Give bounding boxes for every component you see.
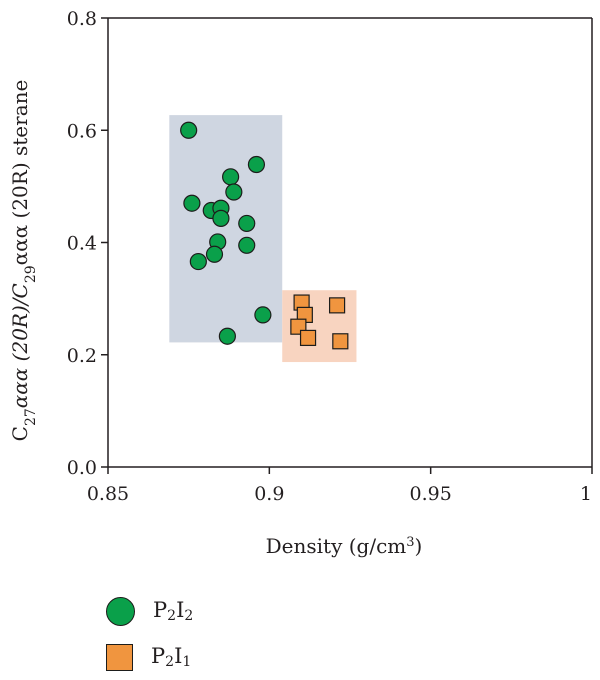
x-tick-label: 0.95 — [410, 483, 452, 505]
x-axis-title: Density (g/cm3) — [266, 534, 423, 558]
point-p2i2 — [205, 245, 224, 263]
shaded-regions — [169, 115, 357, 363]
point-p2i2 — [218, 327, 236, 345]
point-p2i2 — [180, 121, 198, 139]
data-points — [180, 121, 349, 350]
legend-label-p2i1: P2I1 — [151, 644, 192, 670]
point-p2i2 — [183, 194, 201, 212]
point-p2i1 — [332, 333, 349, 350]
legend-label-p2i2: P2I2 — [153, 598, 194, 624]
point-p2i2 — [238, 236, 256, 254]
point-p2i2 — [254, 306, 272, 324]
square-marker-icon — [106, 643, 133, 671]
x-tick-label: 1 — [580, 483, 592, 505]
point-p2i2 — [225, 183, 243, 201]
scatter-chart: 0.85 0.9 0.95 1 0.0 0.2 0.4 0.6 0.8 Density (g/c… — [8, 8, 593, 558]
circle-marker-icon — [106, 596, 135, 626]
point-p2i2 — [247, 155, 266, 174]
x-tick-label: 0.85 — [87, 483, 129, 505]
point-p2i2 — [238, 214, 256, 233]
y-tick-label: 0.8 — [67, 8, 97, 30]
y-tick-label: 0.2 — [67, 345, 97, 367]
point-p2i1 — [299, 329, 317, 347]
legend: P2I2 P2I1 — [104, 588, 193, 680]
y-axis-title: C27ααα (20R)/C29ααα (20R) sterane — [8, 80, 39, 442]
axes — [107, 17, 593, 468]
point-p2i2 — [222, 168, 240, 186]
point-p2i2 — [189, 252, 207, 271]
region-p2i2 — [169, 115, 283, 343]
x-tick-label: 0.9 — [254, 483, 284, 505]
point-p2i2 — [212, 209, 230, 227]
y-tick-label: 0.0 — [67, 457, 97, 479]
point-p2i1 — [328, 297, 346, 314]
y-tick-label: 0.6 — [67, 120, 97, 142]
ticks: 0.85 0.9 0.95 1 0.0 0.2 0.4 0.6 0.8 — [67, 8, 593, 505]
legend-item-p2i1: P2I1 — [104, 634, 193, 680]
legend-item-p2i2: P2I2 — [104, 588, 193, 634]
y-tick-label: 0.4 — [67, 233, 97, 255]
